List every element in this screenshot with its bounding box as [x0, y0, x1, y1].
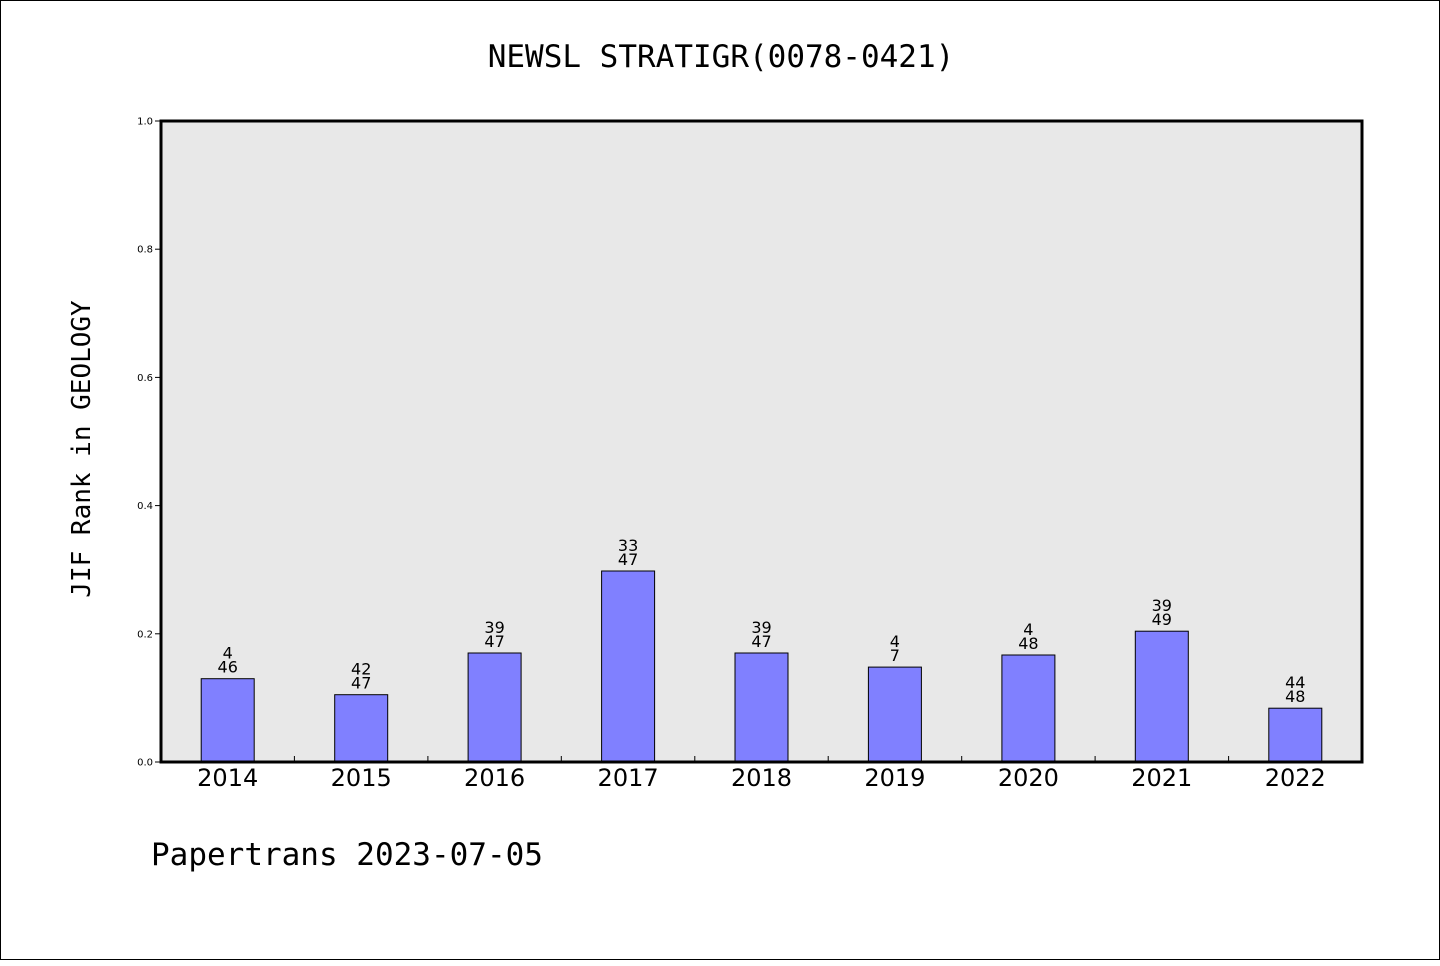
bar-2021 [1134, 630, 1189, 763]
bar-label-total: 48 [1285, 687, 1305, 706]
bar-label-total: 47 [751, 632, 771, 651]
bar-label-rank: 4 [1023, 620, 1033, 639]
bar-label-rank: 39 [751, 618, 771, 637]
x-axis-ticks: 2014 2015 2016 2017 2018 2019 2020 2021 2022 [197, 756, 1326, 792]
x-tick-label: 2016 [464, 764, 525, 792]
bar-2016 [467, 652, 522, 763]
bar-label-rank: 4 [890, 632, 900, 651]
y-tick-label: 0.0 [137, 758, 153, 769]
x-tick-label: 2019 [864, 764, 925, 792]
x-tick-label: 2017 [598, 764, 659, 792]
bar-2015 [334, 694, 389, 763]
bar-label-rank: 4 [223, 644, 233, 663]
bar-2020 [1001, 654, 1056, 763]
bar-label-total: 46 [218, 658, 238, 677]
bar-2014 [200, 678, 255, 763]
footer-credit: Papertrans 2023-07-05 [151, 837, 543, 873]
bar-label-rank: 42 [351, 660, 371, 679]
bar-2019 [867, 666, 922, 763]
x-tick-label: 2021 [1131, 764, 1192, 792]
x-tick-label: 2014 [197, 764, 258, 792]
bar-label-total: 47 [618, 550, 638, 569]
bar-label-total: 47 [484, 632, 504, 651]
y-tick-label: 1.0 [137, 117, 153, 128]
bar-label-rank: 39 [484, 618, 504, 637]
bar-label-rank: 44 [1285, 673, 1305, 692]
chart-title: NEWSL STRATIGR(0078-0421) [488, 39, 955, 75]
y-tick-label: 0.6 [137, 373, 153, 384]
bar-2022 [1268, 707, 1323, 763]
bar-label-total: 48 [1018, 634, 1038, 653]
x-tick-label: 2018 [731, 764, 792, 792]
bar-label-rank: 39 [1152, 596, 1172, 615]
plot-border [159, 119, 1364, 764]
y-tick-label: 0.2 [137, 629, 153, 640]
y-tick-label: 0.8 [137, 245, 153, 256]
bar-label-total: 49 [1152, 610, 1172, 629]
bar-label-total: 47 [351, 674, 371, 693]
y-tick-label: 0.4 [137, 501, 153, 512]
y-axis-label: JIF Rank in GEOLOGY [67, 300, 97, 598]
bar-2017 [601, 570, 656, 763]
x-tick-label: 2015 [331, 764, 392, 792]
y-axis-ticks: 0.0 0.2 0.4 0.6 0.8 1.0 [137, 117, 161, 769]
x-tick-label: 2022 [1265, 764, 1326, 792]
bar-label-total: 7 [890, 646, 900, 665]
bar-2018 [734, 652, 789, 763]
bar-label-rank: 33 [618, 536, 638, 555]
x-tick-label: 2020 [998, 764, 1059, 792]
